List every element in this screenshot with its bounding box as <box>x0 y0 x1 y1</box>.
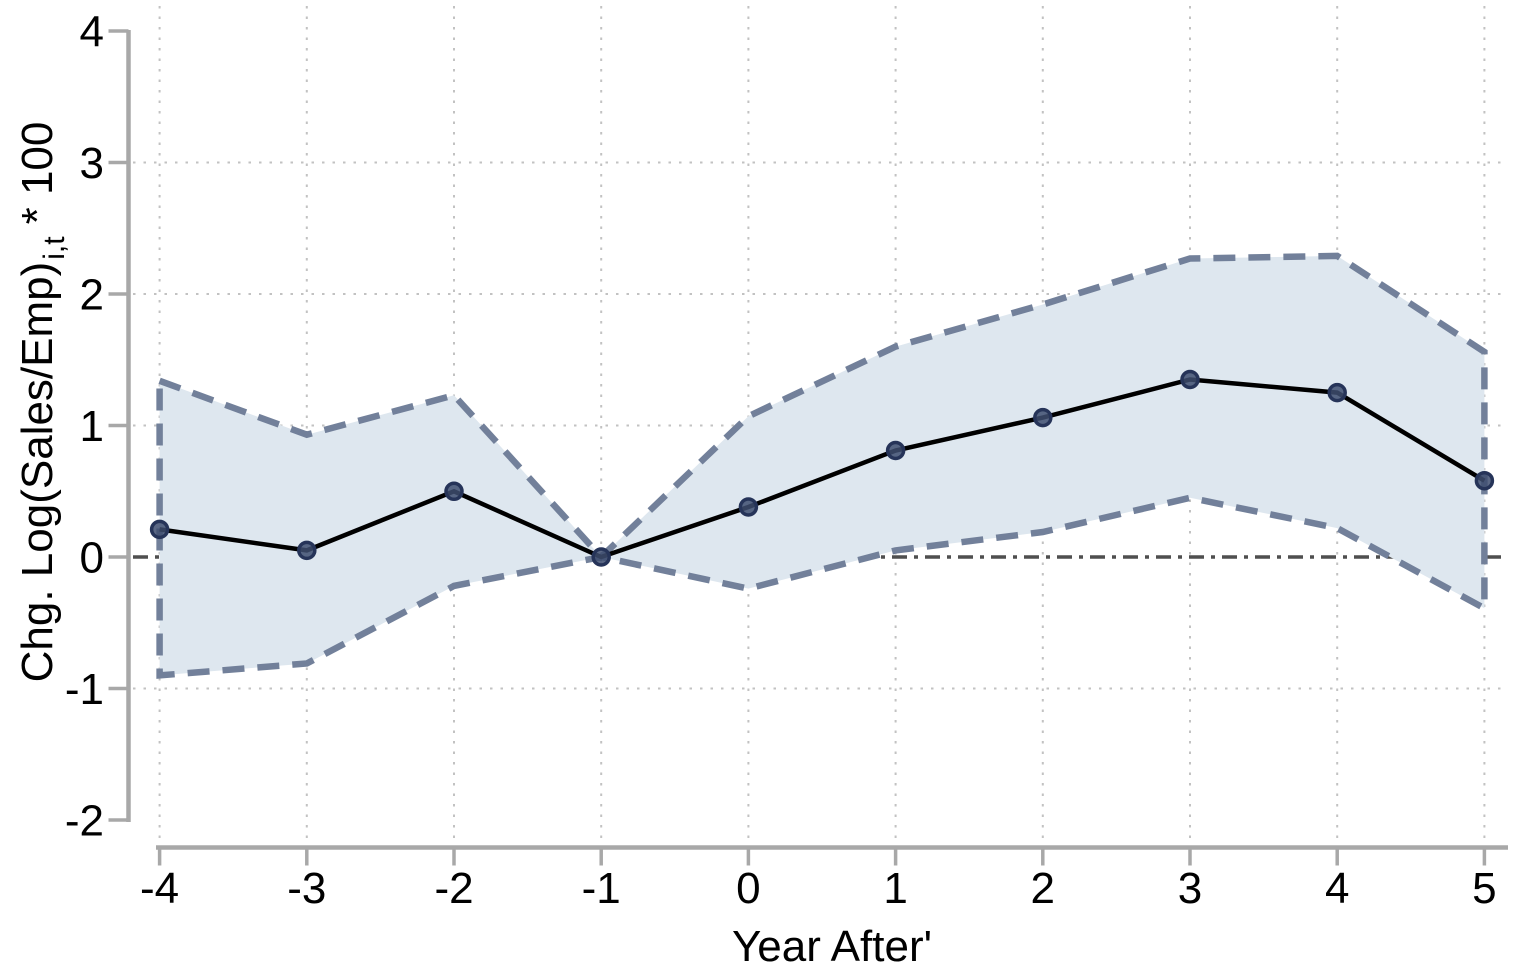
point-estimate-line-layer <box>159 377 1486 560</box>
data-point-marker <box>1474 470 1495 491</box>
data-point-marker <box>444 481 464 502</box>
data-point-markers-layer <box>149 369 1495 567</box>
data-point-marker <box>1033 407 1053 428</box>
y-axis-title: Chg. Log(Sales/Emp)i,t * 100 <box>13 122 71 683</box>
axes-layer <box>108 29 1508 866</box>
y-tick-label: 4 <box>80 7 104 56</box>
x-tick-label: 4 <box>1325 864 1349 913</box>
x-tick-label: -4 <box>140 864 179 913</box>
x-axis-title: Year After' <box>732 922 932 971</box>
point-estimate-line <box>159 377 1486 560</box>
x-tick-label: 5 <box>1472 864 1496 913</box>
confidence-band-outline <box>156 252 1488 679</box>
data-point-marker <box>297 540 317 561</box>
y-axis-title-main: Chg. Log(Sales/Emp) <box>13 262 62 683</box>
data-point-marker <box>1180 369 1200 390</box>
x-tick-label: 2 <box>1031 864 1055 913</box>
data-point-marker <box>738 497 759 517</box>
data-point-marker <box>885 440 906 461</box>
data-point-marker <box>591 547 611 567</box>
x-tick-label: 0 <box>736 864 760 913</box>
data-point-marker <box>1327 382 1347 403</box>
tick-labels-layer: 4 3 2 1 0 -1 -2 -4 -3 -2 -1 0 1 2 3 4 5 <box>65 7 1497 913</box>
x-tick-label: 3 <box>1178 864 1202 913</box>
y-tick-label: 1 <box>80 402 104 451</box>
confidence-band-layer <box>156 252 1488 679</box>
y-tick-label: -2 <box>65 796 104 845</box>
y-axis-title-subscript: i,t <box>38 236 71 260</box>
y-tick-label: 3 <box>80 139 104 188</box>
x-tick-label: -1 <box>582 864 621 913</box>
y-tick-label: 2 <box>80 270 104 319</box>
x-tick-label: -2 <box>434 864 473 913</box>
y-tick-label: 0 <box>80 533 104 582</box>
x-tick-label: 1 <box>883 864 907 913</box>
data-point-marker <box>149 519 170 540</box>
confidence-band-fill <box>159 255 1485 676</box>
x-tick-label: -3 <box>287 864 326 913</box>
y-axis-title-suffix: * 100 <box>13 122 62 225</box>
y-tick-label: -1 <box>65 665 104 714</box>
